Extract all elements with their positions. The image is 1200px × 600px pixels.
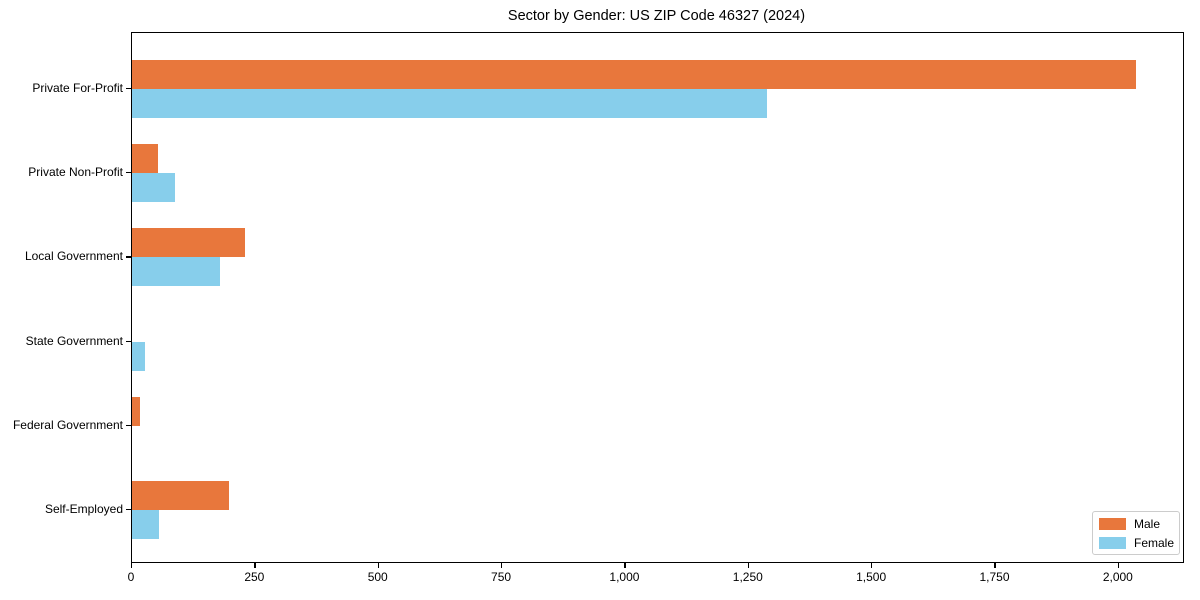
y-tick-mark <box>126 340 131 342</box>
bar-female-2 <box>132 257 220 287</box>
x-tick-mark <box>501 563 503 568</box>
bar-male-1 <box>132 144 159 174</box>
bar-female-3 <box>132 341 145 371</box>
x-tick-label: 0 <box>127 570 135 584</box>
category-label-4: Federal Government <box>12 417 123 432</box>
x-tick-label: 1,250 <box>732 570 763 584</box>
male-color-swatch <box>1099 517 1126 530</box>
legend: Male Female <box>1092 511 1180 555</box>
x-tick-label: 750 <box>491 570 512 584</box>
legend-row-male: Male <box>1099 517 1173 531</box>
legend-label-female: Female <box>1134 535 1175 550</box>
x-tick-mark <box>377 563 379 568</box>
x-tick-label: 1,000 <box>609 570 640 584</box>
category-label-0: Private For-Profit <box>32 81 123 95</box>
category-label-3: State Government <box>25 333 123 348</box>
bar-female-1 <box>132 173 175 203</box>
x-tick-label: 2,000 <box>1102 570 1133 584</box>
x-tick-label: 1,750 <box>979 570 1010 584</box>
x-tick-mark <box>1117 563 1120 568</box>
x-tick-mark <box>131 563 133 568</box>
x-tick-mark <box>871 563 873 568</box>
category-label-2: Local Government <box>24 249 123 264</box>
legend-row-female: Female <box>1099 535 1175 550</box>
legend-label-male: Male <box>1134 516 1161 531</box>
x-tick-label: 250 <box>244 570 265 584</box>
y-tick-mark <box>126 256 131 258</box>
x-tick-mark <box>254 563 256 568</box>
chart-title: Sector by Gender: US ZIP Code 46327 (202… <box>507 8 806 24</box>
y-tick-mark <box>126 509 131 511</box>
female-color-swatch <box>1099 536 1126 549</box>
x-tick-mark <box>994 563 996 568</box>
plot-area: Male Female <box>131 32 1184 563</box>
bar-female-5 <box>132 510 160 539</box>
x-tick-label: 1,500 <box>856 570 887 584</box>
x-tick-label: 500 <box>367 570 388 584</box>
y-tick-mark <box>126 424 131 426</box>
y-tick-mark <box>126 172 131 174</box>
x-tick-mark <box>624 563 626 568</box>
x-tick-mark <box>747 563 749 568</box>
bar-male-4 <box>132 396 140 426</box>
bar-male-2 <box>132 228 245 258</box>
y-tick-mark <box>126 88 131 90</box>
category-label-1: Private Non-Profit <box>28 165 123 180</box>
bar-male-5 <box>132 481 230 510</box>
category-label-5: Self-Employed <box>44 502 123 516</box>
bar-female-0 <box>132 89 768 118</box>
bar-male-0 <box>132 60 1136 89</box>
